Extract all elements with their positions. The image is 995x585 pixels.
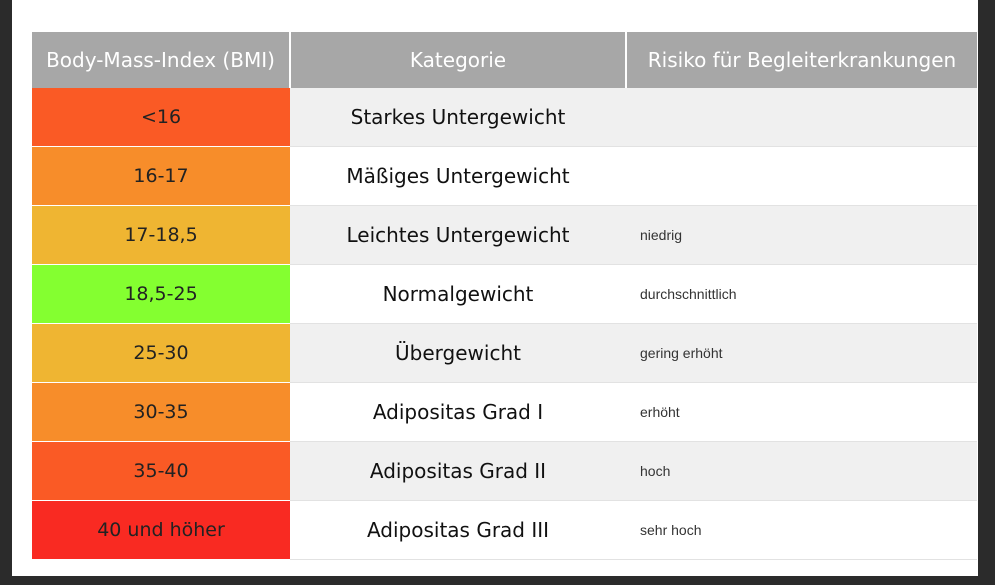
risk-cell: erhöht [626, 382, 977, 442]
category-cell: Adipositas Grad I [290, 382, 626, 442]
bmi-cell: 30-35 [32, 382, 290, 442]
risk-cell: niedrig [626, 205, 977, 265]
table-row: 35-40 Adipositas Grad II hoch [32, 441, 977, 501]
header-risk: Risiko für Begleiterkrankungen [626, 32, 977, 88]
table-row: 30-35 Adipositas Grad I erhöht [32, 382, 977, 442]
risk-cell: sehr hoch [626, 500, 977, 560]
table-row: 16-17 Mäßiges Untergewicht [32, 146, 977, 206]
risk-cell: durchschnittlich [626, 264, 977, 324]
table-row: 25-30 Übergewicht gering erhöht [32, 323, 977, 383]
category-cell: Normalgewicht [290, 264, 626, 324]
category-cell: Leichtes Untergewicht [290, 205, 626, 265]
table-row: <16 Starkes Untergewicht [32, 88, 977, 147]
bmi-table: Body-Mass-Index (BMI) Kategorie Risiko f… [32, 32, 977, 560]
risk-cell: hoch [626, 441, 977, 501]
table-row: 17-18,5 Leichtes Untergewicht niedrig [32, 205, 977, 265]
category-cell: Adipositas Grad III [290, 500, 626, 560]
bmi-cell: <16 [32, 88, 290, 147]
page-frame: Body-Mass-Index (BMI) Kategorie Risiko f… [12, 0, 978, 576]
bmi-cell: 18,5-25 [32, 264, 290, 324]
bmi-cell: 40 und höher [32, 500, 290, 560]
table-row: 40 und höher Adipositas Grad III sehr ho… [32, 500, 977, 560]
risk-cell: gering erhöht [626, 323, 977, 383]
bmi-cell: 17-18,5 [32, 205, 290, 265]
risk-cell [626, 88, 977, 147]
header-category: Kategorie [290, 32, 627, 88]
table-row: 18,5-25 Normalgewicht durchschnittlich [32, 264, 977, 324]
category-cell: Übergewicht [290, 323, 626, 383]
header-bmi: Body-Mass-Index (BMI) [32, 32, 291, 88]
category-cell: Mäßiges Untergewicht [290, 146, 626, 206]
bmi-cell: 35-40 [32, 441, 290, 501]
category-cell: Adipositas Grad II [290, 441, 626, 501]
bmi-cell: 25-30 [32, 323, 290, 383]
bmi-cell: 16-17 [32, 146, 290, 206]
category-cell: Starkes Untergewicht [290, 88, 626, 147]
risk-cell [626, 146, 977, 206]
table-header-row: Body-Mass-Index (BMI) Kategorie Risiko f… [32, 32, 977, 88]
